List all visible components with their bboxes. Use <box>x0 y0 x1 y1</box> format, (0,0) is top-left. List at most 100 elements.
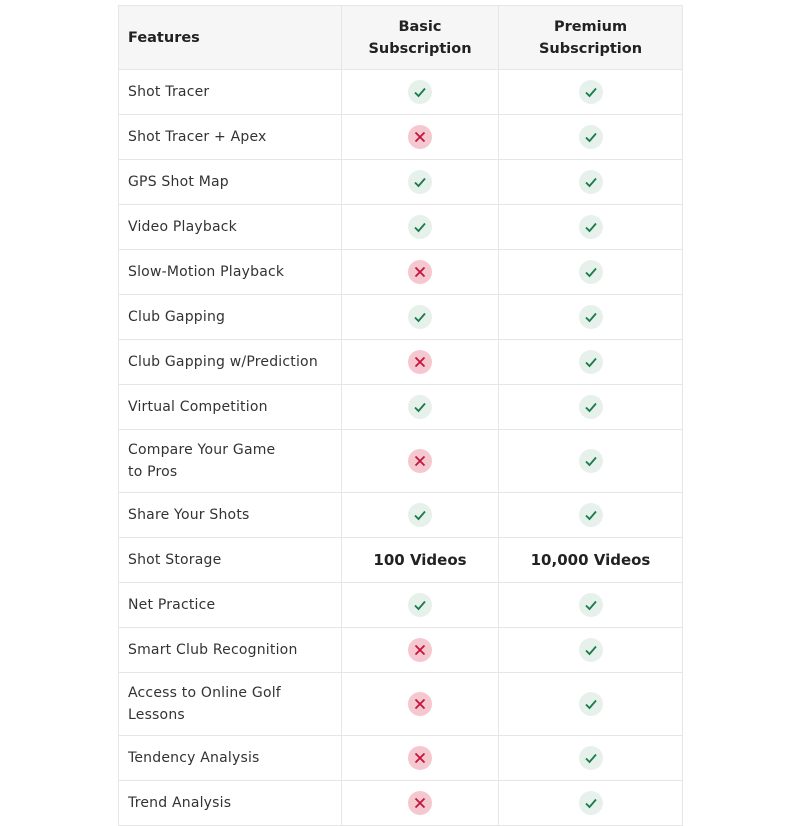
feature-name: Club Gapping w/Prediction <box>118 339 342 385</box>
cross-icon <box>408 692 432 716</box>
basic-header: Basic Subscription <box>341 5 499 70</box>
table-row: Shot Storage 100 Videos 10,000 Videos <box>118 537 683 583</box>
basic-cell <box>341 204 499 250</box>
check-icon <box>578 746 603 770</box>
premium-cell <box>498 582 683 628</box>
table-row: Club Gapping w/Prediction <box>118 339 683 385</box>
feature-name: Shot Tracer + Apex <box>118 114 342 160</box>
check-icon <box>578 395 603 419</box>
premium-header-line1: Premium <box>553 18 628 35</box>
check-icon <box>578 215 603 239</box>
check-icon <box>578 305 603 329</box>
basic-cell <box>341 114 499 160</box>
premium-cell <box>498 492 683 538</box>
table-row: Virtual Competition <box>118 384 683 430</box>
feature-name: Trend Analysis <box>118 780 342 826</box>
premium-cell <box>498 294 683 340</box>
premium-header-line2: Subscription <box>538 40 643 57</box>
table-row: Slow-Motion Playback <box>118 249 683 295</box>
check-icon <box>578 791 603 815</box>
premium-cell <box>498 384 683 430</box>
basic-cell <box>341 339 499 385</box>
cross-icon <box>408 746 432 770</box>
check-icon <box>408 395 432 419</box>
basic-cell <box>341 249 499 295</box>
premium-cell <box>498 159 683 205</box>
basic-cell <box>341 159 499 205</box>
table-row: GPS Shot Map <box>118 159 683 205</box>
premium-cell: 10,000 Videos <box>498 537 683 583</box>
table-row: Tendency Analysis <box>118 735 683 781</box>
table-row: Smart Club Recognition <box>118 627 683 673</box>
premium-cell <box>498 204 683 250</box>
basic-cell <box>341 672 499 736</box>
check-icon <box>578 449 603 473</box>
premium-header: Premium Subscription <box>498 5 683 70</box>
basic-cell: 100 Videos <box>341 537 499 583</box>
feature-name: Shot Storage <box>118 537 342 583</box>
basic-cell <box>341 294 499 340</box>
check-icon <box>408 80 432 104</box>
feature-name: Shot Tracer <box>118 69 342 115</box>
basic-cell <box>341 780 499 826</box>
basic-header-line1: Basic <box>398 18 442 35</box>
basic-cell <box>341 735 499 781</box>
feature-name: Slow-Motion Playback <box>118 249 342 295</box>
table-row: Video Playback <box>118 204 683 250</box>
premium-cell <box>498 735 683 781</box>
basic-cell <box>341 492 499 538</box>
cross-icon <box>408 638 432 662</box>
feature-name: Compare Your Game to Pros <box>118 429 342 493</box>
table-row: Club Gapping <box>118 294 683 340</box>
table-row: Share Your Shots <box>118 492 683 538</box>
check-icon <box>578 692 603 716</box>
table-row: Shot Tracer <box>118 69 683 115</box>
table-row: Compare Your Game to Pros <box>118 429 683 493</box>
premium-cell <box>498 339 683 385</box>
cross-icon <box>408 791 432 815</box>
check-icon <box>408 305 432 329</box>
table-row: Access to Online Golf Lessons <box>118 672 683 736</box>
check-icon <box>408 215 432 239</box>
table-row: Trend Analysis <box>118 780 683 826</box>
feature-name: Smart Club Recognition <box>118 627 342 673</box>
premium-cell <box>498 114 683 160</box>
basic-cell <box>341 384 499 430</box>
feature-name: Access to Online Golf Lessons <box>118 672 342 736</box>
basic-cell <box>341 627 499 673</box>
check-icon <box>578 260 603 284</box>
cross-icon <box>408 260 432 284</box>
basic-cell <box>341 582 499 628</box>
check-icon <box>578 503 603 527</box>
feature-name: Net Practice <box>118 582 342 628</box>
premium-cell <box>498 627 683 673</box>
subscription-comparison-table: Features Basic Subscription Premium Subscr… <box>118 5 683 826</box>
premium-cell <box>498 780 683 826</box>
table-row: Shot Tracer + Apex <box>118 114 683 160</box>
features-header: Features <box>118 5 342 70</box>
cross-icon <box>408 449 432 473</box>
feature-name: Tendency Analysis <box>118 735 342 781</box>
check-icon <box>408 593 432 617</box>
check-icon <box>408 170 432 194</box>
basic-cell <box>341 69 499 115</box>
check-icon <box>578 125 603 149</box>
premium-cell <box>498 249 683 295</box>
check-icon <box>578 593 603 617</box>
basic-header-line2: Subscription <box>368 40 472 57</box>
check-icon <box>578 638 603 662</box>
header-row: Features Basic Subscription Premium Subscr… <box>118 5 683 70</box>
feature-name: Video Playback <box>118 204 342 250</box>
premium-cell <box>498 69 683 115</box>
table-row: Net Practice <box>118 582 683 628</box>
check-icon <box>578 170 603 194</box>
basic-value: 100 Videos <box>373 551 467 569</box>
premium-value: 10,000 Videos <box>530 551 651 569</box>
feature-name: Club Gapping <box>118 294 342 340</box>
feature-name: Virtual Competition <box>118 384 342 430</box>
feature-name: GPS Shot Map <box>118 159 342 205</box>
cross-icon <box>408 125 432 149</box>
feature-name: Share Your Shots <box>118 492 342 538</box>
basic-cell <box>341 429 499 493</box>
check-icon <box>578 350 603 374</box>
